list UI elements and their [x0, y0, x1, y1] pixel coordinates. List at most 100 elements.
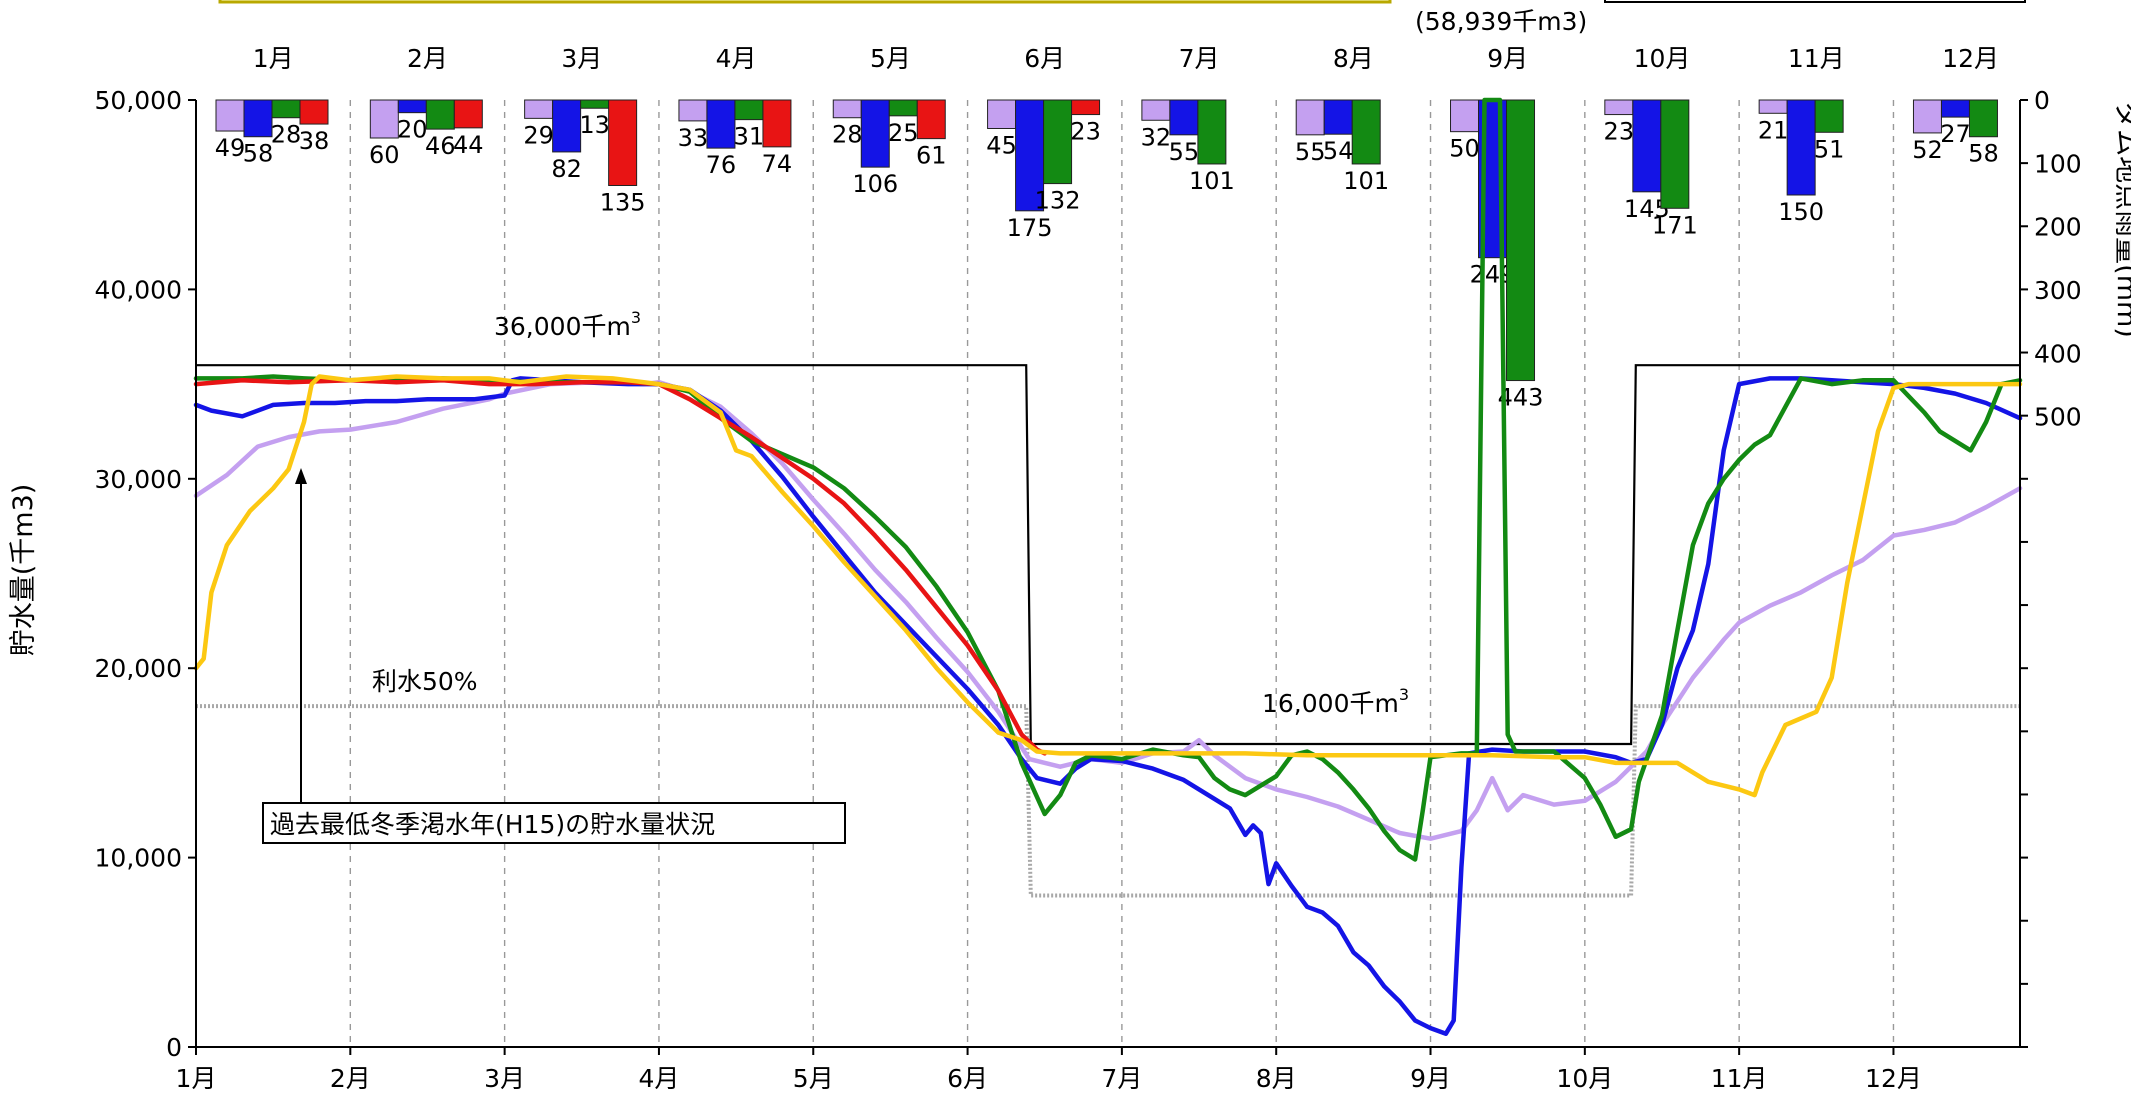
rainfall-bar — [1940, 99, 1970, 118]
rainfall-bar — [1968, 99, 1998, 138]
y-tick-label: 40,000 — [95, 275, 182, 304]
rainfall-bar — [1169, 99, 1199, 136]
legend-box-left — [218, 0, 1392, 4]
arrow-annotation: 過去最低冬季渇水年(H15)の貯水量状況 — [262, 468, 846, 844]
rainfall-bar — [832, 99, 862, 119]
rainfall-bar — [425, 99, 455, 130]
x-tick-label: 11月 — [1711, 1064, 1768, 1093]
rainfall-bar — [1450, 99, 1480, 133]
rainfall-bar — [1043, 99, 1073, 185]
arrow-head — [295, 468, 307, 484]
rainfall-value-label: 27 — [1940, 120, 1971, 148]
rainfall-bar — [1197, 99, 1227, 165]
x-tick-label: 1月 — [176, 1064, 217, 1093]
y-axis-label: 貯水量(千m3) — [8, 484, 39, 657]
rainfall-bar — [1758, 99, 1788, 114]
rainfall-bar — [987, 99, 1017, 129]
rainfall-value-label: 46 — [425, 132, 456, 160]
rainfall-value-label: 50 — [1449, 135, 1480, 163]
rainfall-bar — [1351, 99, 1381, 165]
rainfall-value-label: 135 — [600, 188, 646, 216]
top-month-label: 8月 — [1333, 44, 1374, 73]
y-tick-label: 0 — [166, 1033, 182, 1062]
arrow-note-box — [262, 802, 846, 844]
arrow-note-text: 過去最低冬季渇水年(H15)の貯水量状況 — [270, 810, 715, 839]
rainfall-bar — [706, 99, 736, 149]
rainfall-bar — [608, 99, 638, 186]
rainfall-value-label: 45 — [986, 131, 1017, 159]
capacity-max-label: 36,000千m3 — [494, 308, 641, 341]
x-tick-label: 10月 — [1556, 1064, 1613, 1093]
rainfall-value-label: 51 — [1814, 135, 1845, 163]
y2-tick-label: 200 — [2034, 213, 2082, 242]
rainfall-value-label: 32 — [1141, 123, 1172, 151]
storage-50-label: 利水50% — [372, 667, 478, 696]
x-tick-label: 3月 — [484, 1064, 525, 1093]
storage-series-line — [193, 374, 2023, 798]
y2-tick-label: 500 — [2034, 403, 2082, 432]
rainfall-bar — [1632, 99, 1662, 193]
y-tick-label: 20,000 — [95, 654, 182, 683]
top-month-label: 2月 — [407, 44, 448, 73]
rainfall-value-label: 28 — [832, 121, 863, 149]
reference-lines — [196, 364, 2020, 898]
rainfall-bar — [734, 99, 764, 121]
rainfall-bar — [1786, 99, 1816, 196]
rainfall-value-label: 13 — [579, 111, 610, 139]
rainfall-value-label: 54 — [1323, 137, 1354, 165]
rainfall-bar — [1323, 99, 1353, 135]
x-tick-label: 12月 — [1865, 1064, 1922, 1093]
rainfall-bar — [860, 99, 890, 168]
rainfall-bar — [762, 99, 792, 148]
rainfall-bar — [1071, 99, 1101, 116]
capacity-line — [196, 364, 2020, 746]
rainfall-value-label: 31 — [734, 123, 765, 151]
grid-layer — [349, 100, 1895, 1047]
rainfall-value-label: 55 — [1295, 138, 1326, 166]
x-tick-label: 7月 — [1101, 1064, 1142, 1093]
y2-tick-label: 300 — [2034, 276, 2082, 305]
x-tick-label: 8月 — [1256, 1064, 1297, 1093]
rainfall-bar — [1295, 99, 1325, 136]
top-month-label: 7月 — [1179, 44, 1220, 73]
rainfall-value-label: 82 — [551, 155, 582, 183]
rainfall-value-label: 49 — [215, 134, 246, 162]
rainfall-value-label: 25 — [888, 119, 919, 147]
top-month-label: 1月 — [253, 44, 294, 73]
y2-tick-label: 400 — [2034, 339, 2082, 368]
rainfall-bar — [678, 99, 708, 122]
rainfall-value-label: 23 — [1604, 118, 1635, 146]
top-month-label: 11月 — [1788, 44, 1845, 73]
rainfall-value-label: 38 — [299, 127, 330, 155]
rainfall-bar — [453, 99, 483, 129]
y2-axis-label: ダム地点雨量(mm) — [2111, 102, 2131, 338]
rainfall-bar — [243, 99, 273, 138]
rainfall-value-label: 55 — [1169, 138, 1200, 166]
top-month-label: 12月 — [1942, 44, 1999, 73]
top-month-label: 5月 — [870, 44, 911, 73]
legend-box-right — [1604, 0, 2026, 3]
rainfall-bar — [916, 99, 946, 140]
x-tick-label: 9月 — [1410, 1064, 1451, 1093]
y2-tick-label: 100 — [2034, 149, 2082, 178]
rainfall-bar — [1604, 99, 1634, 116]
rainfall-bar — [888, 99, 918, 117]
top-month-label: 4月 — [716, 44, 757, 73]
rainfall-value-label: 58 — [243, 140, 274, 168]
x-tick-label: 6月 — [947, 1064, 988, 1093]
axes-layer: 0 10,000 20,000 30,000 40,000 50,000 0 100 200 30… — [95, 44, 2082, 1093]
rainfall-bar — [1912, 99, 1942, 134]
rainfall-bar — [215, 99, 245, 132]
storage-50-line — [196, 704, 2020, 898]
rainfall-value-label: 61 — [916, 142, 947, 170]
rainfall-bar — [1141, 99, 1171, 121]
rainfall-value-label: 20 — [397, 116, 428, 144]
rainfall-value-label: 58 — [1968, 140, 1999, 168]
rainfall-value-label: 23 — [1070, 118, 1101, 146]
x-tick-label: 2月 — [330, 1064, 371, 1093]
storage-series — [193, 97, 2023, 1036]
rainfall-value-label: 101 — [1343, 167, 1389, 195]
rainfall-value-label: 132 — [1035, 187, 1081, 215]
